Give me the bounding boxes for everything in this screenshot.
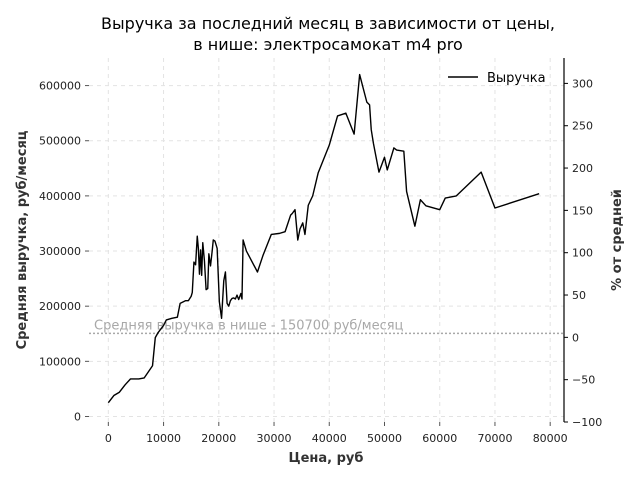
y-tick-label: 200000 (39, 300, 81, 313)
legend-label: Выручка (487, 71, 546, 86)
y-tick-label: 0 (74, 410, 81, 423)
axes (85, 58, 568, 426)
y-tick-label: 300000 (39, 245, 81, 258)
tick-labels: 0 10000 20000 30000 40000 50000 60000 70000 8000… (39, 77, 602, 445)
legend: Выручка (448, 71, 546, 86)
x-tick-label: 70000 (477, 432, 512, 445)
title-line-2: в нише: электросамокат m4 pro (193, 35, 462, 54)
x-tick-label: 50000 (367, 432, 402, 445)
x-tick-label: 0 (105, 432, 112, 445)
series-layer (107, 73, 540, 404)
y-tick-label: 600000 (39, 80, 81, 93)
y-right-tick-label: 0 (572, 331, 579, 344)
chart-title: Выручка за последний месяц в зависимости… (101, 14, 555, 54)
reference-line-label: Средняя выручка в нише - 150700 руб/меся… (94, 318, 404, 333)
x-tick-label: 10000 (146, 432, 181, 445)
y-right-tick-label: −100 (572, 416, 602, 429)
grid (89, 58, 564, 422)
y-right-axis-label: % от средней (610, 189, 625, 291)
y-axis-label: Средняя выручка, руб/месяц (15, 130, 30, 349)
y-right-tick-label: 250 (572, 120, 593, 133)
y-tick-label: 100000 (39, 355, 81, 368)
x-tick-label: 20000 (201, 432, 236, 445)
y-right-tick-label: 150 (572, 204, 593, 217)
x-axis-label: Цена, руб (289, 451, 364, 466)
y-tick-label: 400000 (39, 190, 81, 203)
series-line-revenue (107, 73, 540, 404)
reference-line-group: Средняя выручка в нише - 150700 руб/меся… (89, 318, 564, 335)
y-right-tick-label: 50 (572, 289, 586, 302)
x-tick-label: 40000 (312, 432, 347, 445)
x-tick-label: 30000 (257, 432, 292, 445)
y-right-tick-label: 100 (572, 247, 593, 260)
x-tick-label: 60000 (422, 432, 457, 445)
y-right-tick-label: −50 (572, 374, 595, 387)
y-tick-label: 500000 (39, 135, 81, 148)
y-right-tick-label: 300 (572, 77, 593, 90)
title-line-1: Выручка за последний месяц в зависимости… (101, 14, 555, 33)
y-right-tick-label: 200 (572, 162, 593, 175)
x-tick-label: 80000 (533, 432, 568, 445)
